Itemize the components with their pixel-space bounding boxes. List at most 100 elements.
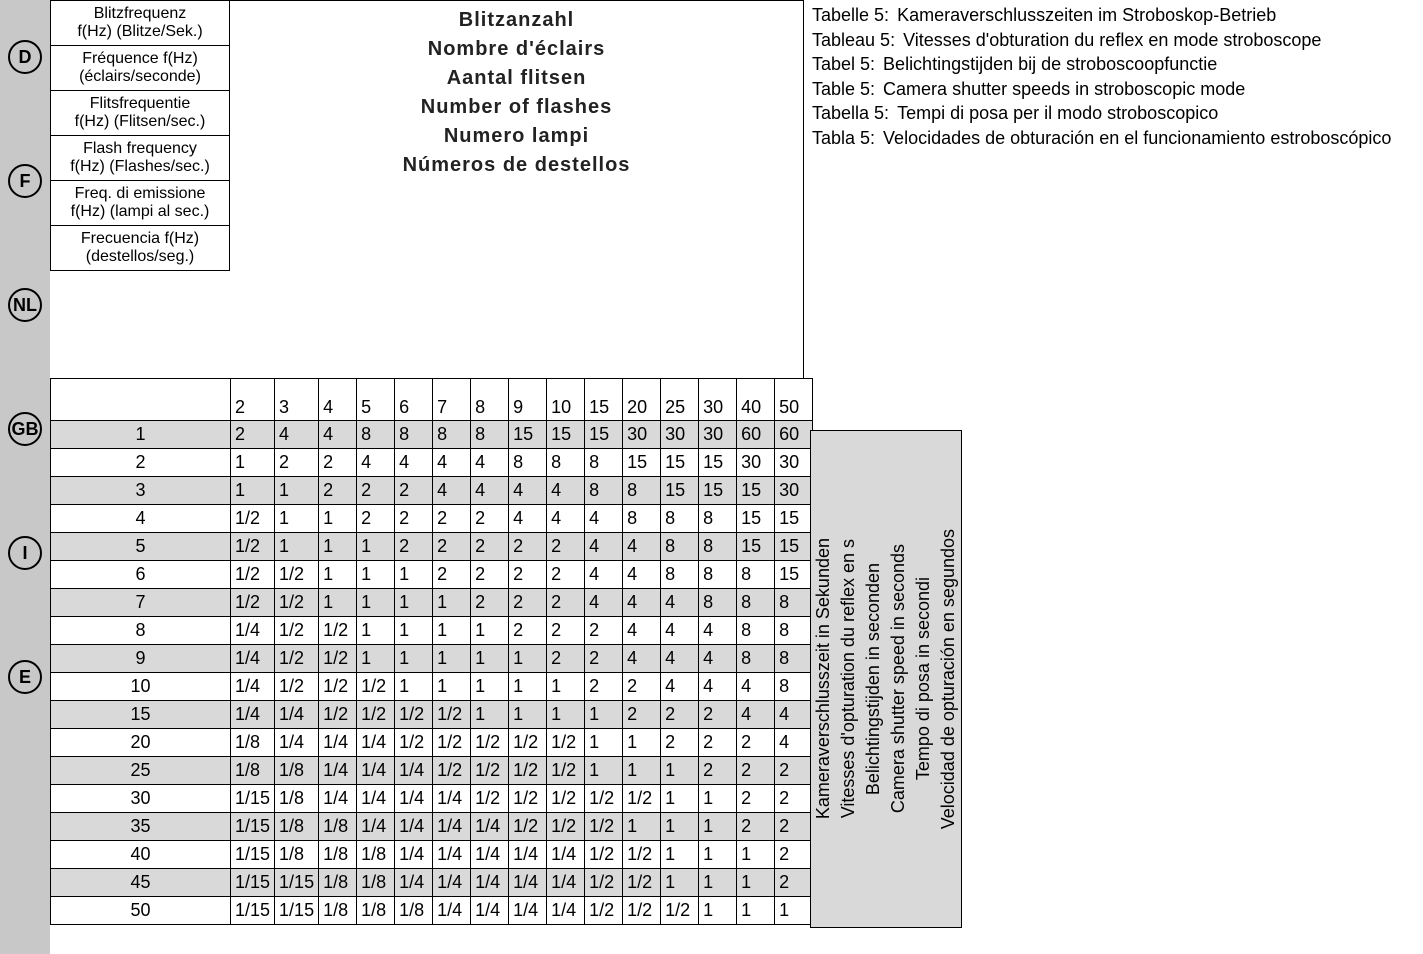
- row-header-gb: Flash frequency f(Hz) (Flashes/sec.): [50, 135, 230, 180]
- data-cell: 1: [661, 785, 699, 813]
- data-cell: 1/4: [471, 869, 509, 897]
- freq-cell: 35: [51, 813, 231, 841]
- data-cell: 1/4: [471, 841, 509, 869]
- data-cell: 1/2: [433, 701, 471, 729]
- data-cell: 1/2: [319, 645, 357, 673]
- data-cell: 1/8: [319, 813, 357, 841]
- data-cell: 2: [585, 645, 623, 673]
- data-cell: 1/2: [275, 645, 319, 673]
- data-cell: 2: [357, 505, 395, 533]
- data-cell: 1: [395, 673, 433, 701]
- data-cell: 8: [737, 645, 775, 673]
- table-row: 201/81/41/41/41/21/21/21/21/2112224: [51, 729, 813, 757]
- caption-text: Velocidades de obturación en el funciona…: [883, 127, 1391, 150]
- data-cell: 8: [699, 533, 737, 561]
- caption-label: Tableau 5:: [812, 29, 895, 52]
- data-cell: 1/2: [231, 589, 275, 617]
- data-cell: 30: [699, 421, 737, 449]
- data-cell: 1: [699, 785, 737, 813]
- data-cell: 4: [433, 449, 471, 477]
- row-header-sub: f(Hz) (Flashes/sec.): [57, 158, 223, 176]
- data-cell: 8: [737, 617, 775, 645]
- data-cell: 1: [471, 617, 509, 645]
- data-cell: 15: [509, 421, 547, 449]
- data-cell: 1/4: [275, 729, 319, 757]
- table-row: 401/151/81/81/81/41/41/41/41/41/21/21112: [51, 841, 813, 869]
- freq-cell: 20: [51, 729, 231, 757]
- data-cell: 1/15: [275, 869, 319, 897]
- data-cell: 4: [585, 505, 623, 533]
- data-cell: 4: [699, 673, 737, 701]
- table-caption: Tabelle 5: Kameraverschlusszeiten im Str…: [812, 4, 1412, 151]
- data-cell: 8: [661, 505, 699, 533]
- data-cell: 2: [775, 813, 813, 841]
- data-cell: 1/8: [275, 813, 319, 841]
- data-cell: 4: [737, 673, 775, 701]
- data-cell: 1: [699, 813, 737, 841]
- data-cell: 2: [737, 785, 775, 813]
- data-cell: 1/2: [433, 757, 471, 785]
- row-header-sub: f(Hz) (Blitze/Sek.): [57, 23, 223, 41]
- data-cell: 1: [231, 449, 275, 477]
- data-cell: 1: [737, 841, 775, 869]
- data-cell: 1/8: [357, 841, 395, 869]
- data-cell: 1/4: [357, 785, 395, 813]
- row-header-title: Flitsfrequentie: [57, 95, 223, 113]
- data-cell: 1: [661, 757, 699, 785]
- data-cell: 2: [699, 701, 737, 729]
- data-cell: 1: [395, 617, 433, 645]
- data-cell: 1: [737, 869, 775, 897]
- data-cell: 1: [433, 589, 471, 617]
- data-cell: 1/2: [395, 701, 433, 729]
- data-cell: 4: [471, 449, 509, 477]
- freq-cell: 30: [51, 785, 231, 813]
- data-cell: 8: [623, 505, 661, 533]
- axis-label-box: Kameraverschlusszeit in Sekunden Vitesse…: [810, 430, 962, 928]
- data-cell: 1/2: [585, 785, 623, 813]
- caption-label: Tabla 5:: [812, 127, 875, 150]
- data-cell: 2: [585, 673, 623, 701]
- table-row: 51/21112222244881515: [51, 533, 813, 561]
- data-cell: 15: [737, 505, 775, 533]
- data-cell: 15: [775, 533, 813, 561]
- data-cell: 8: [699, 589, 737, 617]
- data-cell: 8: [623, 477, 661, 505]
- data-cell: 2: [471, 561, 509, 589]
- data-cell: 1/2: [509, 785, 547, 813]
- axis-label-nl: Belichtingstijden in seconden: [861, 555, 886, 803]
- data-cell: 1: [547, 673, 585, 701]
- data-cell: 1/4: [231, 701, 275, 729]
- data-cell: 2: [547, 561, 585, 589]
- row-header-de: Blitzfrequenz f(Hz) (Blitze/Sek.): [50, 0, 230, 45]
- data-cell: 15: [737, 477, 775, 505]
- table-body: 1244888815151530303060602122444488815151…: [51, 421, 813, 925]
- data-cell: 15: [623, 449, 661, 477]
- col-header-cell: 9: [509, 379, 547, 421]
- lang-badge-f: F: [8, 164, 42, 198]
- data-cell: 1/2: [585, 897, 623, 925]
- data-cell: 4: [623, 533, 661, 561]
- data-cell: 8: [547, 449, 585, 477]
- data-cell: 1/2: [319, 701, 357, 729]
- table-row: 31122244448815151530: [51, 477, 813, 505]
- freq-cell: 50: [51, 897, 231, 925]
- data-cell: 2: [395, 533, 433, 561]
- col-header-cell: 5: [357, 379, 395, 421]
- data-cell: 1/2: [471, 757, 509, 785]
- row-header-title: Frecuencia f(Hz): [57, 230, 223, 248]
- data-cell: 1/4: [471, 897, 509, 925]
- data-cell: 1: [319, 589, 357, 617]
- data-cell: 1: [699, 841, 737, 869]
- data-cell: 1/2: [357, 673, 395, 701]
- data-cell: 1/4: [433, 897, 471, 925]
- data-cell: 1: [471, 673, 509, 701]
- data-cell: 1: [319, 533, 357, 561]
- col-header-cell: 4: [319, 379, 357, 421]
- data-cell: 15: [699, 477, 737, 505]
- data-cell: 2: [357, 477, 395, 505]
- data-cell: 1/2: [623, 897, 661, 925]
- data-cell: 2: [471, 505, 509, 533]
- data-cell: 1/2: [509, 729, 547, 757]
- page: D F NL GB I E Blitzfrequenz f(Hz) (Blitz…: [0, 0, 1423, 954]
- freq-cell: 15: [51, 701, 231, 729]
